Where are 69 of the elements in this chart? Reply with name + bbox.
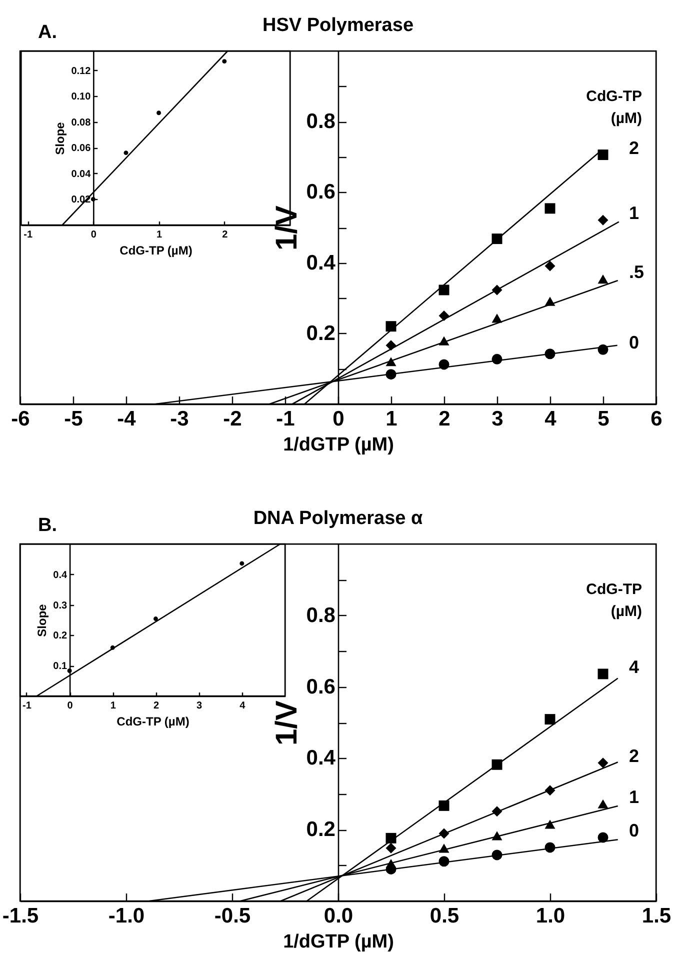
series-label: 4 (629, 656, 640, 677)
x-tick-label: -1 (24, 230, 33, 240)
x-tick-label: 2 (222, 230, 228, 240)
x-axis-title: CdG-TP (µM) (116, 714, 190, 728)
y-tick-label: 0.8 (306, 604, 336, 627)
x-tick-label: -5 (64, 408, 84, 430)
x-tick-label: -4 (117, 408, 136, 430)
legend-title: CdG-TP (µM) (586, 581, 642, 620)
x-tick-label: 0 (332, 408, 344, 430)
x-tick-label: 2 (153, 700, 160, 712)
y-axis-title: 1/V (270, 205, 304, 251)
x-tick-label: -1 (276, 408, 296, 430)
series-label: .5 (629, 262, 644, 282)
x-tick-label: -1 (22, 700, 32, 712)
y-tick-label: 0.4 (306, 251, 336, 274)
y-tick-label: 0.06 (71, 143, 92, 154)
x-tick-label: -6 (11, 408, 30, 430)
legend-title: CdG-TP (µM) (586, 88, 642, 127)
x-axis-title: 1/dGTP (µM) (283, 932, 394, 952)
x-tick-label: 1 (386, 408, 398, 430)
x-tick-label: 4 (240, 700, 246, 712)
x-tick-label: 0 (90, 230, 97, 240)
y-tick-label: 0.12 (71, 66, 92, 77)
y-tick-label: 0.1 (53, 661, 68, 672)
x-tick-label: 1.5 (642, 904, 672, 928)
y-axis-title: Slope (35, 604, 50, 637)
x-tick-label: 1 (156, 230, 162, 240)
y-tick-label: 0.10 (71, 92, 92, 103)
y-tick-label: 0.3 (53, 600, 68, 612)
series-label: 1 (629, 203, 640, 224)
series-label: 1 (629, 786, 640, 807)
y-tick-label: 0.04 (71, 168, 92, 180)
x-tick-label: -2 (223, 408, 242, 430)
series-label: 0 (629, 332, 640, 353)
x-tick-label: 3 (196, 700, 203, 712)
y-axis-title: Slope (53, 122, 68, 155)
x-tick-label: -0.5 (214, 904, 251, 928)
y-tick-label: 0.2 (306, 322, 336, 345)
x-tick-label: -1.5 (2, 904, 39, 928)
series-label: 0 (629, 820, 640, 840)
x-tick-label: 1.0 (536, 904, 566, 928)
x-tick-label: 0.0 (324, 904, 354, 928)
text: A. (38, 22, 57, 43)
y-tick-label: 0.2 (53, 630, 68, 642)
series-label: 2 (629, 138, 640, 158)
y-tick-label: 0.4 (53, 570, 68, 581)
y-axis-title: 1/V (270, 700, 304, 746)
x-tick-label: -1.0 (108, 904, 145, 928)
y-tick-label: 0.08 (71, 117, 92, 128)
x-tick-label: -3 (170, 408, 189, 430)
text: B. (38, 515, 57, 536)
x-axis-title: 1/dGTP (µM) (283, 434, 394, 456)
x-tick-label: 0 (67, 700, 74, 712)
x-tick-label: 1 (110, 700, 116, 712)
chart-title: HSV Polymerase (262, 15, 414, 36)
x-tick-label: 2 (438, 408, 450, 430)
x-tick-label: 6 (650, 408, 662, 430)
y-tick-label: 0.4 (306, 746, 336, 770)
y-tick-label: 0.6 (306, 675, 336, 698)
x-axis-title: CdG-TP (µM) (120, 244, 192, 258)
chart-title: DNA Polymerase α (253, 508, 423, 529)
x-tick-label: 3 (492, 408, 504, 430)
x-tick-label: 5 (598, 408, 610, 430)
x-tick-label: 4 (544, 408, 557, 430)
y-tick-label: 0.2 (306, 818, 336, 842)
y-tick-label: 0.8 (306, 110, 336, 134)
x-tick-label: 0.5 (430, 904, 460, 928)
series-label: 2 (629, 746, 640, 766)
y-tick-label: 0.6 (306, 180, 336, 204)
